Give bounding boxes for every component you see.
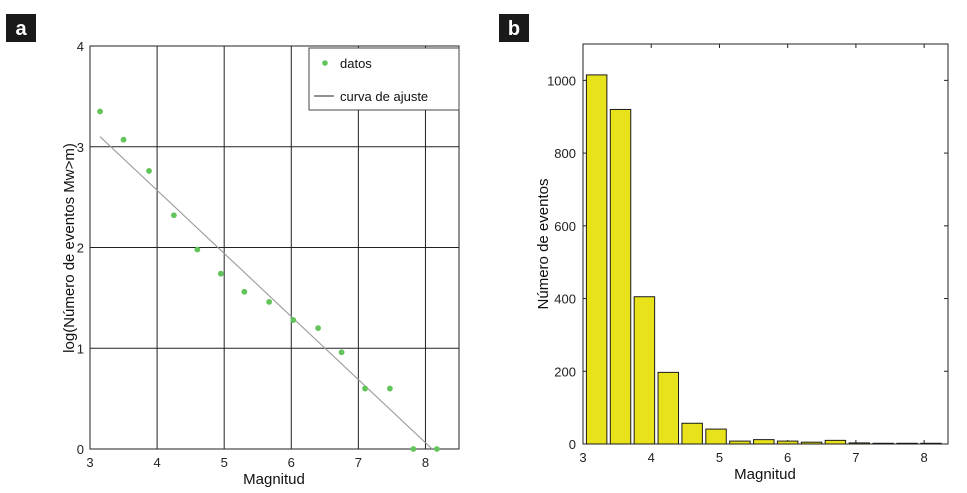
bar [609,108,632,445]
y-tick-label: 1 [77,341,84,356]
bar [896,442,918,445]
bar [872,442,894,445]
bar [920,442,942,445]
panel-b-x-ticks: 3 4 5 6 7 8 [579,44,928,465]
bar [848,442,871,445]
panel-a: a 3 4 5 6 7 8 0 1 2 3 4 datos curva de ajuste Mag… [6,14,460,488]
bar [729,440,751,445]
y-tick-label: 600 [554,219,576,234]
bar [800,441,823,445]
legend-datos-marker [322,60,328,66]
panel-b-y-axis-label: Número de eventos [535,179,552,310]
data-point [315,325,322,331]
data-point [241,288,248,295]
panel-b: b 3 4 5 6 7 8 0 200 400 600 800 1000 Magnitud Núme… [499,14,949,483]
data-point [362,385,368,392]
data-point [120,136,127,143]
bar [585,74,608,445]
data-point [97,108,103,115]
legend-box [308,47,460,111]
panel-a-points [97,108,440,452]
panel-a-fit-line-group [99,136,433,450]
x-tick-label: 5 [221,455,228,470]
data-point [266,299,273,305]
legend-fit-label: curva de ajuste [340,89,428,104]
data-point [194,246,201,253]
y-tick-label: 200 [554,364,576,379]
y-tick-label: 0 [77,442,84,457]
bar [705,428,727,445]
panel-b-y-ticks: 0 200 400 600 800 1000 [547,73,948,452]
panel-b-bars [585,74,942,445]
data-point [217,270,224,277]
panel-a-grid [90,46,459,449]
x-tick-label: 8 [422,455,429,470]
x-tick-label: 3 [579,450,586,465]
bar [753,439,775,445]
data-point [146,168,152,174]
data-point [433,446,440,452]
x-tick-label: 6 [784,450,791,465]
bar [633,296,656,445]
y-tick-label: 3 [77,140,84,155]
data-point [170,212,177,219]
data-point [290,317,297,323]
y-tick-label: 800 [554,146,576,161]
bar [824,439,847,445]
data-point [386,385,393,392]
data-point [410,446,417,452]
y-tick-label: 2 [77,241,84,256]
y-tick-label: 1000 [547,73,576,88]
x-tick-label: 8 [921,450,928,465]
panel-a-legend: datos curva de ajuste [308,47,460,111]
panel-b-tag: b [508,18,520,40]
panel-a-y-ticks: 0 1 2 3 4 [77,39,84,457]
panel-a-tag: a [15,18,27,40]
panel-a-y-axis-label: log(Número de eventos Mw>m) [61,143,78,353]
x-tick-label: 7 [852,450,859,465]
x-tick-label: 6 [288,455,295,470]
bar [776,440,799,445]
x-tick-label: 3 [86,455,93,470]
bar [681,422,703,445]
y-tick-label: 4 [77,39,84,54]
x-tick-label: 4 [153,455,160,470]
bar [657,371,680,445]
y-tick-label: 400 [554,292,576,307]
y-tick-label: 0 [569,437,576,452]
panel-b-x-axis-label: Magnitud [734,466,796,483]
x-tick-label: 4 [648,450,655,465]
data-point [338,349,345,356]
panel-a-tag-bg [6,14,36,42]
panel-a-x-ticks: 3 4 5 6 7 8 [86,455,429,470]
x-tick-label: 5 [716,450,723,465]
panel-b-tag-bg [499,14,529,42]
x-tick-label: 7 [355,455,362,470]
legend-datos-label: datos [340,56,372,71]
panel-a-x-axis-label: Magnitud [243,471,305,488]
fit-line [99,136,433,450]
